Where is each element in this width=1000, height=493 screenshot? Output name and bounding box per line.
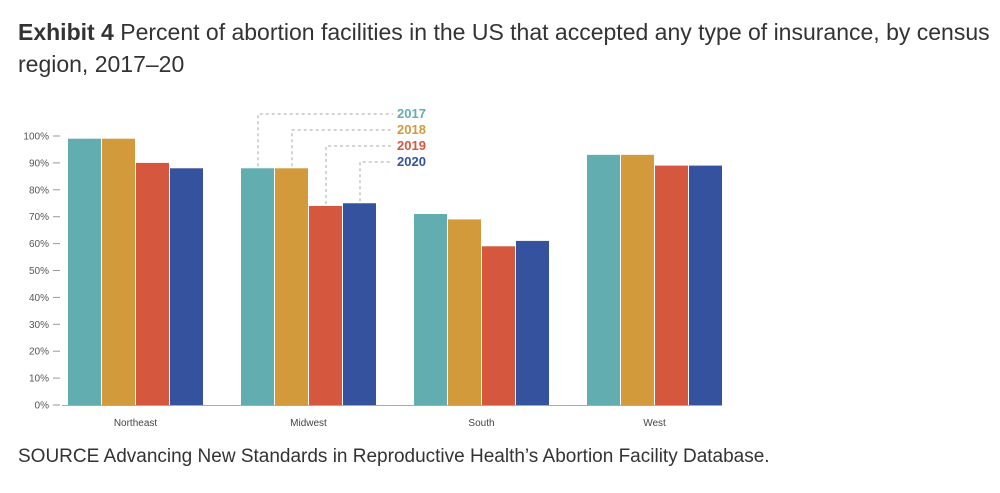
y-tick-label: 20% — [29, 347, 49, 358]
bar-west-2018 — [621, 154, 654, 405]
legend-leader-line — [359, 161, 393, 202]
y-tick-label: 30% — [29, 320, 49, 331]
bar-south-2017 — [414, 214, 447, 405]
x-category-label: Northeast — [114, 418, 158, 429]
legend-leader-line — [325, 145, 393, 204]
y-tick-label: 80% — [29, 185, 49, 196]
bar-south-2020 — [516, 240, 549, 405]
y-tick-label: 10% — [29, 374, 49, 385]
exhibit-label: Exhibit 4 — [18, 19, 114, 45]
y-tick-label: 50% — [29, 266, 49, 277]
legend-label-2017: 2017 — [397, 106, 426, 121]
y-tick-label: 60% — [29, 239, 49, 250]
chart-title: Exhibit 4 Percent of abortion facilities… — [18, 16, 993, 80]
legend-label-2020: 2020 — [397, 154, 426, 169]
y-tick-label: 100% — [23, 132, 49, 143]
bar-south-2018 — [448, 219, 481, 405]
x-category-label: West — [643, 418, 666, 429]
bar-south-2019 — [482, 246, 515, 405]
y-tick-label: 0% — [35, 401, 50, 412]
bar-northeast-2018 — [102, 138, 135, 405]
bar-northeast-2019 — [136, 162, 169, 405]
legend-leader-line — [257, 113, 393, 167]
legend-label-2018: 2018 — [397, 122, 426, 137]
y-tick-label: 40% — [29, 293, 49, 304]
x-category-label: South — [468, 418, 494, 429]
bar-midwest-2020 — [343, 203, 376, 405]
bar-midwest-2017 — [241, 168, 274, 405]
bar-midwest-2018 — [275, 168, 308, 405]
y-tick-label: 70% — [29, 212, 49, 223]
bar-northeast-2020 — [170, 168, 203, 405]
bar-west-2020 — [689, 165, 722, 405]
source-note: SOURCE Advancing New Standards in Reprod… — [18, 446, 770, 467]
y-tick-label: 90% — [29, 158, 49, 169]
title-text: Percent of abortion facilities in the US… — [18, 19, 990, 77]
bar-west-2019 — [655, 165, 688, 405]
bar-midwest-2019 — [309, 205, 342, 405]
x-category-label: Midwest — [290, 418, 327, 429]
bar-northeast-2017 — [68, 138, 101, 405]
legend-leader-line — [291, 129, 393, 167]
legend-label-2019: 2019 — [397, 138, 426, 153]
bar-west-2017 — [587, 154, 620, 405]
